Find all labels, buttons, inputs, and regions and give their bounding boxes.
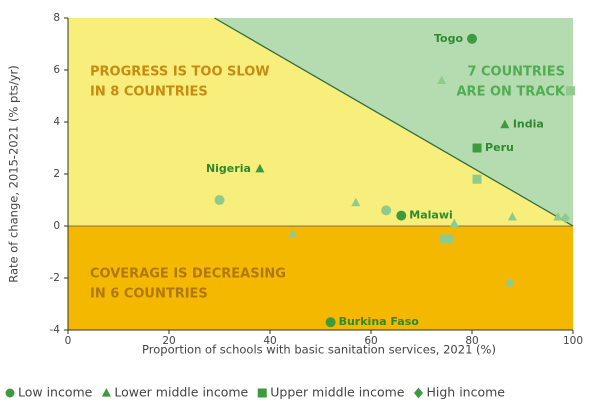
legend-label: Low income [18,385,93,400]
point [439,234,449,244]
point [437,75,447,84]
point [449,218,459,227]
point [507,211,517,221]
x-tick-label: 40 [263,335,276,347]
x-tick-label: 60 [364,335,377,347]
point-label: Nigeria [206,162,251,175]
y-tick-label: 8 [53,12,60,24]
point [325,317,336,328]
region-label: COVERAGE IS DECREASING [90,267,286,282]
x-tick-label: 100 [563,335,583,347]
point [288,228,298,238]
region-label: IN 8 COUNTRIES [90,85,208,100]
y-tick-label: -2 [50,272,60,284]
legend-marker [257,388,267,398]
legend-marker [5,388,15,398]
point [560,212,570,224]
y-tick-label: -4 [50,324,61,336]
y-tick-label: 2 [53,168,60,180]
region-label: 7 COUNTRIES [467,65,565,80]
point [472,143,482,153]
point [381,205,392,216]
region-decreasing [68,226,573,330]
point [565,86,575,96]
point-label: Togo [434,32,463,45]
point [255,163,265,173]
point [472,174,482,184]
y-axis-label: Rate of change, 2015-2021 (% pts/yr) [7,65,21,283]
y-tick-label: 0 [53,220,60,232]
x-tick-label: 0 [65,335,72,347]
x-tick-label: 20 [162,335,175,347]
legend-marker [101,388,111,397]
point [553,211,563,221]
region-label: PROGRESS IS TOO SLOW [90,65,270,80]
x-axis-label: Proportion of schools with basic sanitat… [142,343,496,357]
point [467,33,477,44]
point-label: Peru [485,141,514,154]
x-tick-label: 80 [465,335,478,347]
y-tick-label: 4 [53,116,60,128]
point [214,195,225,205]
point-label: Malawi [409,209,453,222]
y-tick-label: 6 [53,64,60,76]
point-label: Burkina Faso [339,315,420,328]
point [396,210,407,221]
region-label: ARE ON TRACK [457,85,566,100]
region-label: IN 6 COUNTRIES [90,287,208,302]
legend-marker [414,387,423,399]
legend-label: Upper middle income [270,385,405,400]
point [351,197,361,207]
point-label: India [513,118,544,131]
point [505,277,515,289]
legend-label: Lower middle income [114,385,248,400]
target-line [214,17,574,227]
region-on-track [214,18,573,226]
point [500,119,510,129]
legend-label: High income [427,385,506,400]
